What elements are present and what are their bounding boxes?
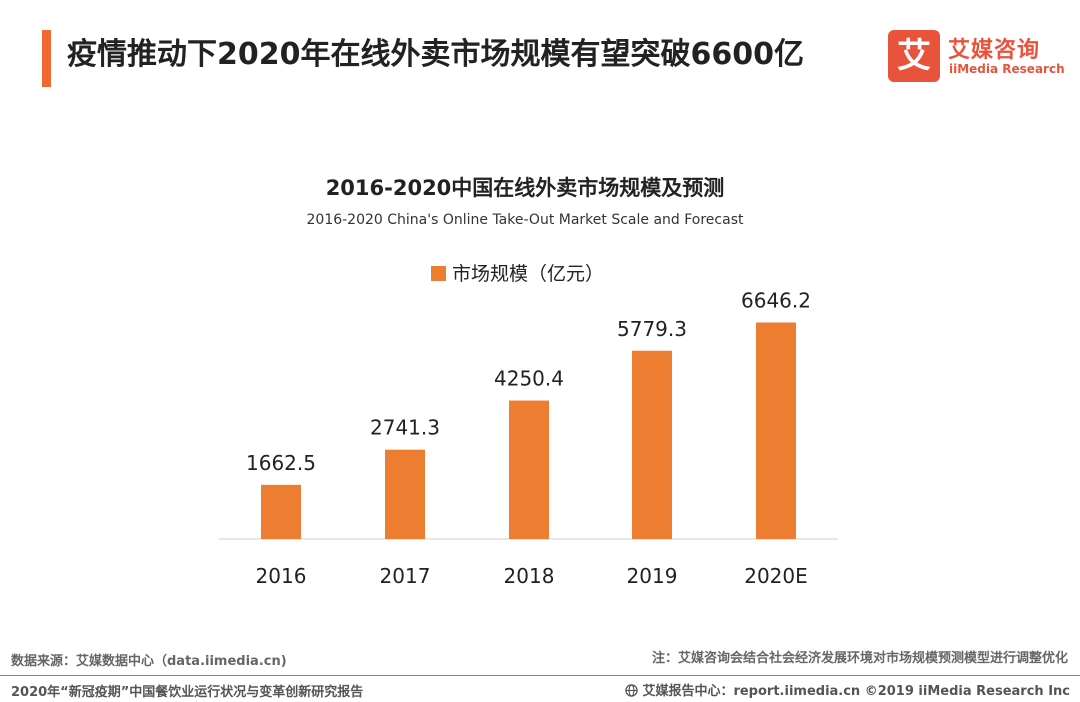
data-label-2020E: 6646.2 xyxy=(741,289,811,313)
bar-2018 xyxy=(509,400,549,539)
iimedia-logo: 艾 艾媒咨询 iiMedia Research xyxy=(888,30,1065,82)
x-tick-2019: 2019 xyxy=(627,564,678,588)
footer-report-center-text: 艾媒报告中心：report.iimedia.cn ©2019 iiMedia R… xyxy=(642,684,1070,699)
data-label-2017: 2741.3 xyxy=(370,416,440,440)
bar-2016 xyxy=(261,484,301,539)
data-label-2019: 5779.3 xyxy=(617,317,687,341)
bar-2019 xyxy=(632,350,672,539)
x-tick-2020E: 2020E xyxy=(744,564,808,588)
logo-mark-icon: 艾 xyxy=(888,30,940,82)
data-label-2018: 4250.4 xyxy=(494,367,564,391)
data-label-2016: 1662.5 xyxy=(246,451,316,475)
chart-subtitle: 2016-2020 China's Online Take-Out Market… xyxy=(306,212,744,228)
legend-label: 市场规模（亿元） xyxy=(452,263,604,285)
x-tick-2017: 2017 xyxy=(380,564,431,588)
page-title: 疫情推动下2020年在线外卖市场规模有望突破6600亿 xyxy=(67,37,804,72)
logo-name-en: iiMedia Research xyxy=(949,62,1065,76)
footer-note: 注：艾媒咨询会结合社会经济发展环境对市场规模预测模型进行调整优化 xyxy=(651,651,1068,666)
x-tick-2016: 2016 xyxy=(256,564,307,588)
x-tick-2018: 2018 xyxy=(504,564,555,588)
logo-name-cn: 艾媒咨询 xyxy=(948,38,1041,63)
title-accent-bar xyxy=(42,30,51,87)
footer-divider xyxy=(0,675,1080,676)
chart-title: 2016-2020中国在线外卖市场规模及预测 xyxy=(325,176,725,200)
footer-report-title: 2020年“新冠疫期”中国餐饮业运行状况与变革创新研究报告 xyxy=(11,685,364,700)
bar-2020E xyxy=(756,322,796,539)
legend-swatch xyxy=(431,266,446,281)
globe-icon xyxy=(625,684,639,697)
footer-report-center: 艾媒报告中心：report.iimedia.cn ©2019 iiMedia R… xyxy=(625,680,1070,699)
footer-source: 数据来源：艾媒数据中心（data.iimedia.cn) xyxy=(11,654,287,669)
bar-2017 xyxy=(385,449,425,539)
